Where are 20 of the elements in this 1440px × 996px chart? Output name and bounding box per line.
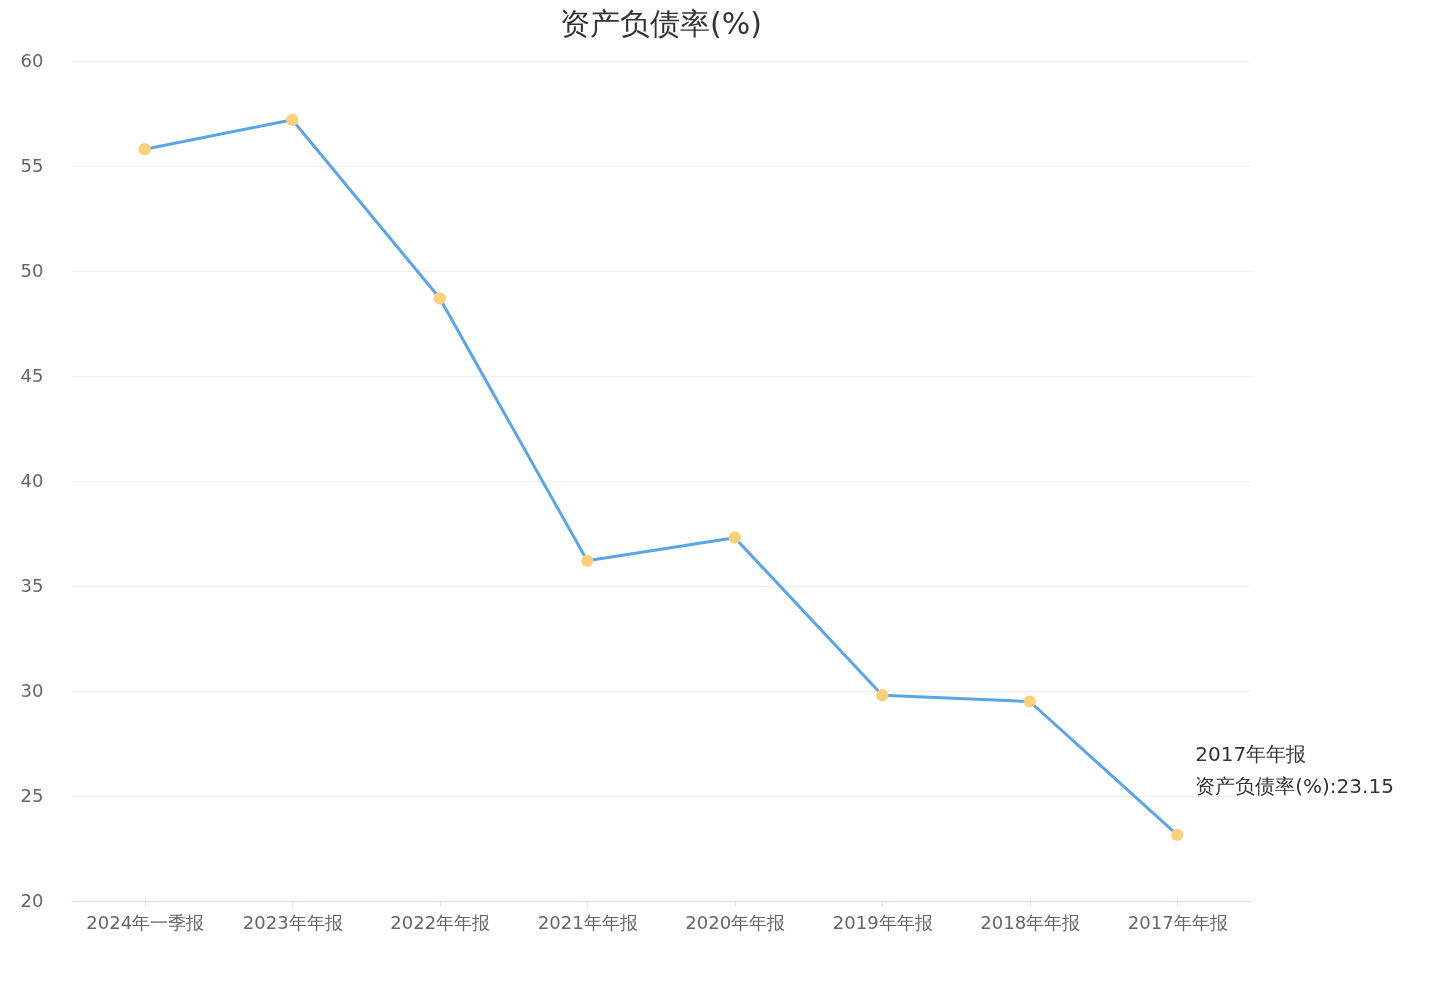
- y-tick-label: 50: [20, 259, 44, 281]
- y-tick-label: 20: [20, 889, 44, 911]
- y-tick-label: 55: [20, 154, 44, 176]
- x-tick-label: 2023年年报: [242, 911, 343, 933]
- x-tick-label: 2019年年报: [832, 911, 933, 933]
- x-tick-label: 2017年年报: [1127, 911, 1228, 933]
- x-tick-label: 2024年一季报: [86, 911, 205, 933]
- y-tick-label: 30: [20, 679, 44, 701]
- chart-title: 资产负债率(%): [560, 6, 762, 41]
- annotation: 资产负债率(%):23.15: [1195, 773, 1394, 798]
- x-tick-label: 2018年年报: [980, 911, 1081, 933]
- y-tick-label: 60: [20, 49, 44, 71]
- y-tick-label: 25: [20, 784, 44, 806]
- x-tick-label: 2020年年报: [685, 911, 786, 933]
- y-tick-label: 40: [20, 469, 44, 491]
- x-tick-label: 2022年年报: [390, 911, 491, 933]
- x-tick-label: 2021年年报: [537, 911, 638, 933]
- y-tick-label: 45: [20, 364, 44, 386]
- y-tick-label: 35: [20, 574, 44, 596]
- annotation: 2017年年报: [1195, 741, 1307, 766]
